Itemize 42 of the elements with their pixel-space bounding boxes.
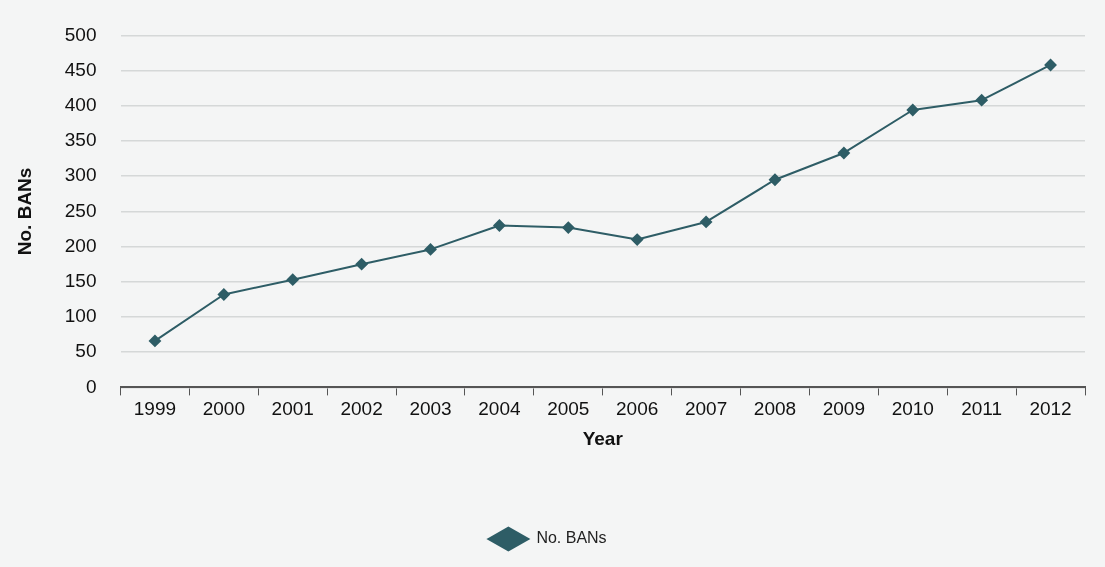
x-tick-label: 2000 xyxy=(202,398,245,420)
point xyxy=(148,334,161,347)
y-tick-label: 100 xyxy=(64,305,97,327)
point xyxy=(562,221,575,234)
x-tick-label: 2010 xyxy=(891,398,934,420)
y-tick-label: 50 xyxy=(75,340,97,362)
y-tick-label: 300 xyxy=(64,164,97,186)
point xyxy=(217,288,230,301)
point xyxy=(631,233,644,246)
point xyxy=(1044,58,1057,71)
y-tick-label: 350 xyxy=(64,129,97,151)
x-tick-label: 2011 xyxy=(961,398,1003,420)
y-tick-label: 500 xyxy=(64,23,97,45)
point xyxy=(424,243,437,256)
point xyxy=(837,146,850,159)
y-tick-label: 400 xyxy=(64,94,97,116)
x-tick-label: 2008 xyxy=(753,398,797,420)
x-tick-label: 2009 xyxy=(822,398,866,420)
x-tick-label: 2002 xyxy=(340,398,383,420)
y-tick-label: 150 xyxy=(64,270,97,292)
x-tick-label: 1999 xyxy=(133,398,177,420)
point xyxy=(355,258,368,271)
point xyxy=(906,104,919,117)
y-axis-title: No. BANs xyxy=(13,167,35,256)
x-tick-label: 2006 xyxy=(616,398,659,420)
x-tick-label: 2005 xyxy=(547,398,590,420)
point xyxy=(700,215,713,228)
point xyxy=(975,94,988,107)
legend-label: No. BANs xyxy=(536,529,607,547)
point xyxy=(768,173,781,186)
y-tick-label: 200 xyxy=(64,234,97,256)
x-tick-label: 2003 xyxy=(409,398,452,420)
y-tick-label: 450 xyxy=(64,58,97,80)
x-tick-label: 2012 xyxy=(1029,398,1072,420)
point xyxy=(493,219,506,232)
x-tick-label: 2004 xyxy=(478,398,521,420)
point xyxy=(286,273,299,286)
y-tick-label: 0 xyxy=(85,375,97,397)
x-tick-label: 2007 xyxy=(684,398,728,420)
x-axis-title: Year xyxy=(582,427,624,449)
y-tick-label: 250 xyxy=(64,199,97,221)
x-tick-label: 2001 xyxy=(271,398,314,420)
